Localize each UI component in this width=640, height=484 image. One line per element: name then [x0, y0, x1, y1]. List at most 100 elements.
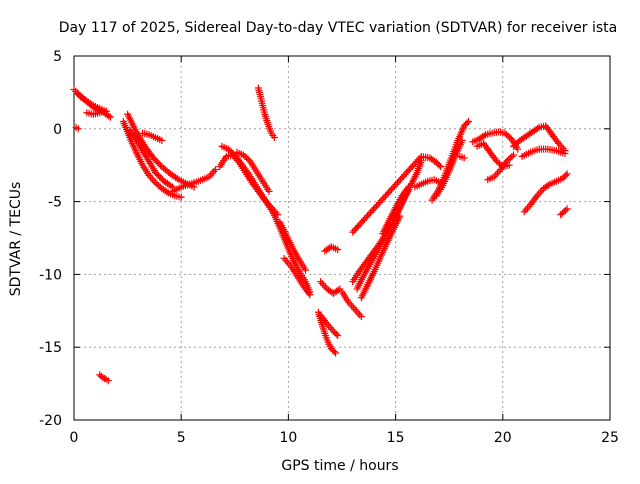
data-point — [376, 199, 384, 207]
data-point — [404, 183, 412, 191]
data-point — [359, 217, 367, 225]
data-point — [330, 348, 338, 356]
data-point — [177, 193, 185, 201]
data-point — [464, 118, 472, 126]
data-point — [352, 225, 360, 233]
data-point — [105, 112, 113, 120]
data-series — [379, 183, 412, 238]
data-point — [332, 349, 340, 357]
data-point — [389, 184, 397, 192]
x-tick-label: 0 — [70, 430, 79, 446]
data-series — [169, 166, 220, 195]
data-point — [270, 134, 278, 142]
data-point — [349, 228, 357, 236]
data-point — [367, 208, 375, 216]
x-tick-label: 10 — [279, 430, 297, 446]
data-point — [362, 213, 370, 221]
data-point — [334, 286, 342, 294]
x-axis-label: GPS time / hours — [281, 458, 398, 474]
data-point — [393, 179, 401, 187]
data-series — [317, 278, 344, 297]
plot-frame — [73, 55, 611, 421]
data-point — [562, 206, 570, 214]
data-point — [104, 377, 112, 385]
data-series — [280, 254, 314, 299]
data-series — [218, 142, 277, 217]
data-series — [126, 126, 177, 191]
data-point — [563, 205, 571, 213]
y-tick-label: -10 — [39, 267, 62, 283]
data-point — [99, 374, 107, 382]
data-point — [364, 212, 372, 220]
x-tick-label: 5 — [177, 430, 186, 446]
data-point — [370, 205, 378, 213]
data-series — [557, 205, 571, 219]
x-tick-label: 20 — [494, 430, 512, 446]
data-point — [435, 161, 443, 169]
data-series — [411, 176, 445, 191]
data-point — [106, 113, 114, 121]
x-tick-label: 15 — [387, 430, 405, 446]
data-point — [355, 222, 363, 230]
data-series — [518, 145, 569, 160]
data-series — [254, 84, 278, 142]
data-series — [317, 311, 342, 340]
data-point — [361, 215, 369, 223]
data-point — [358, 218, 366, 226]
data-point — [158, 136, 166, 144]
data-point — [460, 154, 468, 162]
data-point — [385, 189, 393, 197]
data-point — [410, 161, 418, 169]
data-point — [365, 210, 373, 218]
data-point — [395, 177, 403, 185]
data-point — [332, 330, 340, 338]
data-points — [70, 84, 571, 385]
data-point — [404, 167, 412, 175]
data-series — [233, 148, 273, 195]
chart-title: Day 117 of 2025, Sidereal Day-to-day VTE… — [59, 20, 617, 36]
data-point — [167, 182, 175, 190]
data-point — [480, 132, 488, 140]
data-point — [458, 136, 466, 144]
data-point — [357, 313, 365, 321]
data-point — [463, 119, 471, 127]
data-point — [563, 170, 571, 178]
data-series — [72, 123, 82, 133]
data-point — [334, 246, 342, 254]
data-point — [411, 159, 419, 167]
data-point — [398, 174, 406, 182]
data-point — [437, 179, 445, 187]
data-point — [334, 332, 342, 340]
data-series — [96, 371, 112, 385]
y-tick-label: -15 — [39, 340, 62, 356]
data-point — [371, 203, 379, 211]
data-point — [173, 175, 181, 183]
axes: 0 5 10 15 20 25 -20 -15 -10 -5 0 5 — [39, 49, 619, 446]
data-series — [276, 218, 310, 274]
data-point — [390, 182, 398, 190]
data-point — [382, 192, 390, 200]
data-series — [456, 152, 468, 162]
x-tick-label: 25 — [601, 430, 619, 446]
data-series — [119, 118, 185, 201]
data-point — [380, 194, 388, 202]
data-point — [399, 172, 407, 180]
y-tick-label: -20 — [39, 413, 62, 429]
data-point — [163, 188, 171, 196]
y-axis-label: SDTVAR / TECUs — [8, 182, 24, 297]
data-point — [102, 107, 110, 115]
data-point — [510, 151, 518, 159]
data-point — [414, 156, 422, 164]
data-point — [401, 171, 409, 179]
data-point — [353, 223, 361, 231]
data-series — [357, 212, 404, 302]
data-series — [432, 136, 466, 200]
data-point — [379, 195, 387, 203]
y-tick-label: -5 — [48, 195, 62, 211]
y-tick-label: 5 — [53, 49, 62, 65]
data-point — [265, 187, 273, 195]
data-point — [413, 157, 421, 165]
data-series — [338, 288, 365, 321]
data-series — [484, 151, 518, 184]
